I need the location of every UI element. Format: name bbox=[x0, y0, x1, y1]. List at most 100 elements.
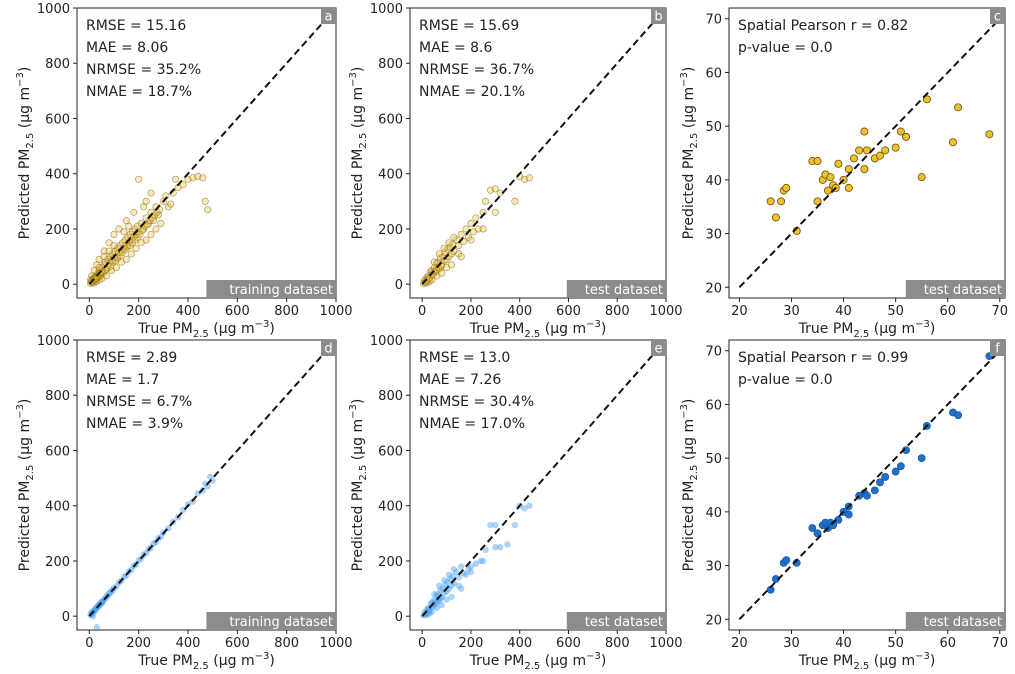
stat-text: NRMSE = 36.7% bbox=[419, 62, 534, 78]
data-point bbox=[870, 486, 879, 495]
points-group bbox=[87, 8, 336, 287]
y-tick-label: 800 bbox=[378, 389, 403, 404]
data-point bbox=[179, 181, 187, 189]
y-tick-label: 0 bbox=[395, 610, 403, 625]
x-tick-label: 0 bbox=[418, 304, 426, 319]
data-point bbox=[479, 557, 487, 565]
y-tick-label: 600 bbox=[45, 112, 70, 127]
data-point bbox=[120, 228, 128, 236]
x-axis-label: True PM2.5 (μg m−3) bbox=[137, 651, 275, 672]
data-point bbox=[152, 225, 160, 233]
data-point bbox=[114, 254, 122, 262]
y-tick-label: 200 bbox=[378, 555, 403, 570]
data-point bbox=[130, 208, 138, 216]
data-point bbox=[954, 411, 963, 420]
dataset-label: test dataset bbox=[924, 283, 1002, 298]
x-tick-label: 200 bbox=[126, 636, 151, 651]
data-point bbox=[147, 189, 155, 197]
panel-letter: e bbox=[655, 342, 663, 357]
data-point bbox=[766, 197, 775, 206]
data-point bbox=[131, 236, 139, 244]
x-axis-label: True PM2.5 (μg m−3) bbox=[798, 319, 936, 340]
y-tick-label: 600 bbox=[378, 444, 403, 459]
data-point bbox=[448, 593, 455, 601]
stat-text: NMAE = 3.9% bbox=[86, 416, 183, 432]
data-point bbox=[492, 543, 499, 551]
data-point bbox=[985, 130, 994, 139]
data-point bbox=[450, 233, 458, 241]
data-point bbox=[431, 590, 438, 598]
panel-f: 20 30 40 50 60 70 20 30 40 50 60 70 Spatial Pearson … bbox=[679, 339, 1008, 672]
data-point bbox=[440, 244, 448, 252]
points-group bbox=[419, 8, 666, 287]
data-point bbox=[917, 454, 926, 463]
data-point bbox=[849, 154, 858, 163]
x-tick-label: 60 bbox=[939, 636, 956, 651]
data-point bbox=[209, 477, 216, 485]
data-point bbox=[881, 146, 890, 155]
x-tick-label: 1000 bbox=[319, 304, 352, 319]
y-axis-label: Predicted PM2.5 (μg m−3) bbox=[348, 399, 369, 572]
x-tick-label: 800 bbox=[605, 304, 630, 319]
x-tick-label: 0 bbox=[85, 304, 93, 319]
x-tick-label: 40 bbox=[835, 636, 852, 651]
dataset-label: test dataset bbox=[585, 615, 663, 630]
x-tick-label: 200 bbox=[459, 636, 484, 651]
dataset-label-bg bbox=[566, 612, 666, 630]
data-point bbox=[896, 127, 905, 136]
x-tick-label: 50 bbox=[887, 304, 904, 319]
data-point bbox=[428, 608, 436, 616]
data-point bbox=[782, 556, 791, 565]
panel-letter-bg bbox=[651, 340, 666, 356]
data-point bbox=[204, 206, 212, 214]
data-point bbox=[467, 236, 475, 244]
dataset-label-bg bbox=[566, 280, 666, 298]
y-axis-label: Predicted PM2.5 (μg m−3) bbox=[15, 399, 36, 572]
x-axis-label: True PM2.5 (μg m−3) bbox=[469, 319, 607, 340]
y-tick-label: 200 bbox=[45, 223, 70, 238]
stat-text: RMSE = 2.89 bbox=[86, 350, 177, 366]
points-group bbox=[738, 18, 1001, 288]
stat-text: NMAE = 18.7% bbox=[86, 84, 192, 100]
data-point bbox=[121, 246, 129, 254]
data-point bbox=[458, 585, 465, 592]
panel-letter-bg bbox=[321, 340, 336, 356]
y-tick-label: 40 bbox=[705, 174, 722, 189]
x-tick-label: 800 bbox=[274, 636, 299, 651]
data-point bbox=[813, 157, 822, 166]
data-point bbox=[455, 582, 462, 590]
stat-text: NMAE = 17.0% bbox=[419, 416, 525, 432]
data-point bbox=[110, 230, 118, 239]
data-point bbox=[922, 95, 931, 104]
stat-text: Spatial Pearson r = 0.99 bbox=[738, 350, 908, 366]
y-tick-label: 1000 bbox=[37, 334, 70, 349]
data-point bbox=[202, 480, 209, 487]
data-point bbox=[876, 151, 885, 160]
data-point bbox=[136, 230, 144, 239]
data-point bbox=[432, 600, 439, 607]
data-point bbox=[430, 258, 438, 266]
identity-line bbox=[421, 8, 666, 285]
data-point bbox=[491, 185, 499, 193]
data-point bbox=[127, 250, 135, 258]
dataset-label-bg bbox=[905, 612, 1005, 630]
data-point bbox=[110, 241, 118, 250]
data-point bbox=[863, 146, 872, 155]
y-tick-label: 800 bbox=[45, 57, 70, 72]
stat-text: p-value = 0.0 bbox=[738, 372, 833, 388]
data-point bbox=[119, 248, 127, 256]
data-point bbox=[891, 467, 900, 476]
stat-text: NRMSE = 30.4% bbox=[419, 394, 534, 410]
data-point bbox=[896, 462, 905, 471]
stat-text: RMSE = 15.69 bbox=[419, 18, 519, 34]
data-point bbox=[204, 483, 211, 490]
x-tick-label: 400 bbox=[176, 636, 201, 651]
panel-letter: b bbox=[654, 10, 662, 25]
x-tick-label: 800 bbox=[274, 304, 299, 319]
panel-letter-bg bbox=[321, 8, 336, 24]
y-tick-label: 50 bbox=[705, 120, 722, 135]
y-tick-label: 1000 bbox=[37, 2, 70, 17]
x-tick-label: 60 bbox=[939, 304, 956, 319]
data-point bbox=[844, 183, 853, 192]
data-point bbox=[138, 226, 146, 234]
